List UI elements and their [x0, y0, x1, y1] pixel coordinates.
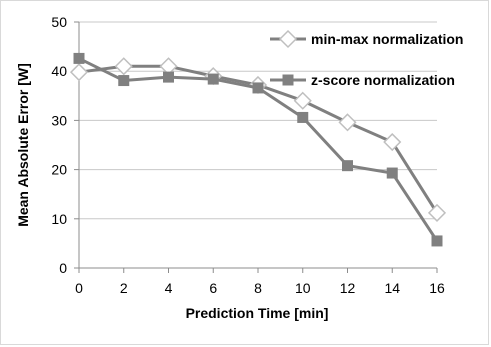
x-axis-title: Prediction Time [min] — [186, 305, 329, 321]
y-tick-label: 50 — [51, 14, 67, 30]
data-point — [386, 167, 398, 179]
legend-marker — [282, 74, 294, 86]
series-group — [69, 52, 447, 247]
data-point — [338, 113, 357, 132]
y-tick-label: 20 — [51, 162, 67, 178]
data-point — [427, 203, 447, 222]
x-tick-label: 4 — [165, 280, 173, 296]
data-point — [431, 235, 443, 247]
x-tick-labels: 0 2 4 6 8 10 12 14 16 — [75, 280, 445, 296]
y-tick-label: 30 — [51, 112, 67, 128]
x-tick-label: 12 — [340, 280, 356, 296]
legend-item: z-score normalization — [270, 72, 455, 88]
data-point — [252, 82, 264, 94]
legend-item: min-max normalization — [270, 29, 463, 49]
data-point — [293, 91, 312, 110]
x-tick-label: 10 — [295, 280, 311, 296]
axes — [74, 21, 438, 273]
data-point — [297, 111, 309, 123]
legend-label: z-score normalization — [311, 72, 455, 88]
data-point — [163, 71, 174, 83]
series-min-max — [69, 57, 447, 222]
legend-label: min-max normalization — [311, 31, 463, 47]
x-tick-label: 2 — [120, 280, 128, 296]
x-tick-label: 16 — [429, 280, 445, 296]
legend-marker — [278, 29, 298, 49]
data-point — [69, 63, 89, 82]
y-tick-labels: 0 10 20 30 40 50 — [51, 14, 67, 276]
legend: min-max normalization z-score normalizati… — [270, 29, 463, 88]
series-z-score — [73, 52, 443, 247]
data-point — [114, 57, 133, 76]
x-tick-label: 6 — [209, 280, 217, 296]
data-point — [118, 75, 130, 87]
data-point — [207, 73, 219, 85]
y-tick-label: 0 — [59, 260, 67, 276]
data-point — [383, 132, 402, 152]
x-tick-label: 8 — [254, 280, 262, 296]
gridlines — [79, 21, 437, 220]
x-tick-label: 14 — [384, 280, 400, 296]
data-point — [73, 52, 85, 64]
y-axis-title: Mean Absolute Error [W] — [15, 63, 31, 227]
y-tick-label: 10 — [51, 211, 67, 227]
x-tick-label: 0 — [75, 280, 83, 296]
y-tick-label: 40 — [51, 63, 67, 79]
data-point — [342, 160, 353, 172]
